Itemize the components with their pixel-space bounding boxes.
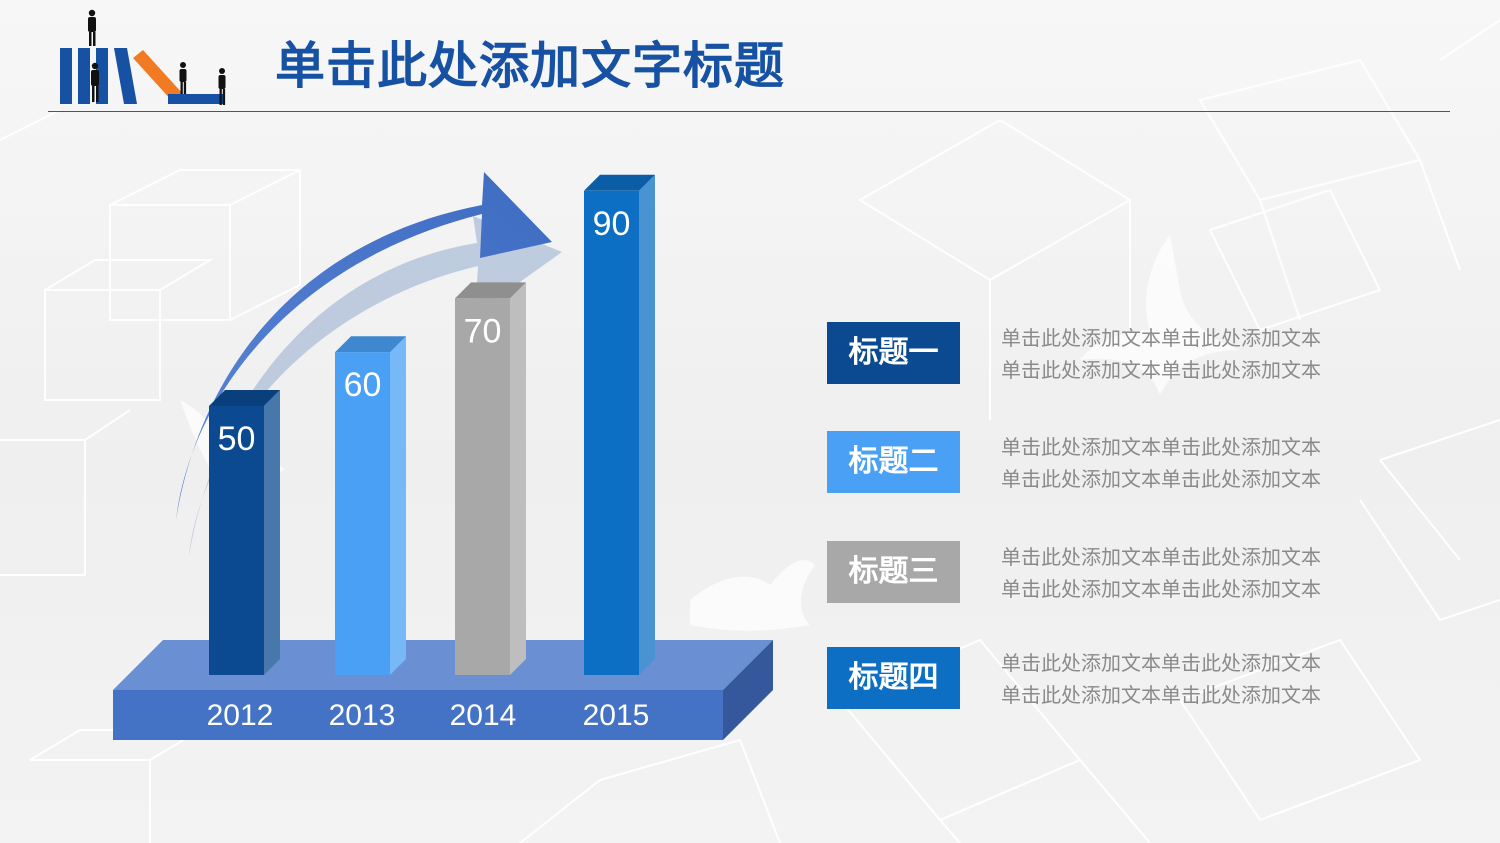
title-divider xyxy=(48,111,1450,112)
bars-layer: 50 2012 60 2013 70 2014 90 2015 xyxy=(207,174,655,732)
legend-label-box: 标题一 xyxy=(827,322,960,384)
legend-line: 单击此处添加文本单击此处添加文本 xyxy=(1001,358,1321,382)
legend-line: 单击此处添加文本单击此处添加文本 xyxy=(1001,545,1321,569)
logo-bar-2 xyxy=(78,48,90,104)
x-tick-label: 2013 xyxy=(329,699,396,732)
bar-side xyxy=(639,174,655,676)
bar-value-label: 50 xyxy=(218,420,256,458)
logo-bar-4 xyxy=(114,48,137,104)
growth-arrow-icon xyxy=(176,172,562,556)
bar-top xyxy=(209,390,280,406)
legend-item: 标题三 单击此处添加文本单击此处添加文本 单击此处添加文本单击此处添加文本 xyxy=(827,541,1387,605)
bar-2015: 90 xyxy=(584,174,655,676)
legend-description[interactable]: 单击此处添加文本单击此处添加文本 单击此处添加文本单击此处添加文本 xyxy=(1001,541,1381,605)
bar-side xyxy=(510,282,526,675)
legend-line: 单击此处添加文本单击此处添加文本 xyxy=(1001,577,1321,601)
logo-bar-3 xyxy=(96,48,108,104)
bar-2013: 60 xyxy=(335,336,406,675)
bar-2012: 50 xyxy=(209,390,280,675)
logo-orange-slope xyxy=(133,50,183,102)
legend-line: 单击此处添加文本单击此处添加文本 xyxy=(1001,326,1321,350)
bar-side xyxy=(390,336,406,675)
legend-line: 单击此处添加文本单击此处添加文本 xyxy=(1001,435,1321,459)
x-tick-label: 2014 xyxy=(450,699,517,732)
logo-base-bar xyxy=(168,94,223,104)
bar-front xyxy=(455,298,510,675)
bar-value-label: 90 xyxy=(593,205,631,243)
legend-line: 单击此处添加文本单击此处添加文本 xyxy=(1001,651,1321,675)
bar-value-label: 70 xyxy=(464,312,502,350)
legend-item: 标题四 单击此处添加文本单击此处添加文本 单击此处添加文本单击此处添加文本 xyxy=(827,647,1387,711)
legend-label-box: 标题四 xyxy=(827,647,960,709)
legend-line: 单击此处添加文本单击此处添加文本 xyxy=(1001,467,1321,491)
x-tick-label: 2015 xyxy=(583,699,650,732)
bar-top xyxy=(335,336,406,353)
logo-icon xyxy=(60,9,226,105)
bar-front xyxy=(209,406,264,675)
legend-description[interactable]: 单击此处添加文本单击此处添加文本 单击此处添加文本单击此处添加文本 xyxy=(1001,431,1381,495)
businessmen-silhouettes-icon xyxy=(88,9,226,105)
legend-line: 单击此处添加文本单击此处添加文本 xyxy=(1001,683,1321,707)
legend-label-box: 标题三 xyxy=(827,541,960,603)
x-tick-label: 2012 xyxy=(207,699,274,732)
legend-description[interactable]: 单击此处添加文本单击此处添加文本 单击此处添加文本单击此处添加文本 xyxy=(1001,322,1381,386)
page-title: 单击此处添加文字标题 xyxy=(275,37,785,95)
bar-side xyxy=(264,390,280,675)
bar-value-label: 60 xyxy=(344,366,382,404)
bar-2014: 70 xyxy=(455,282,526,675)
bar-top xyxy=(455,282,526,299)
bar-front xyxy=(335,352,390,675)
bar-top xyxy=(584,174,655,191)
legend-item: 标题二 单击此处添加文本单击此处添加文本 单击此处添加文本单击此处添加文本 xyxy=(827,431,1387,495)
bar-front xyxy=(584,190,639,676)
logo-bar-1 xyxy=(60,48,72,104)
legend-description[interactable]: 单击此处添加文本单击此处添加文本 单击此处添加文本单击此处添加文本 xyxy=(1001,647,1381,711)
legend-item: 标题一 单击此处添加文本单击此处添加文本 单击此处添加文本单击此处添加文本 xyxy=(827,322,1387,386)
legend-label-box: 标题二 xyxy=(827,431,960,493)
